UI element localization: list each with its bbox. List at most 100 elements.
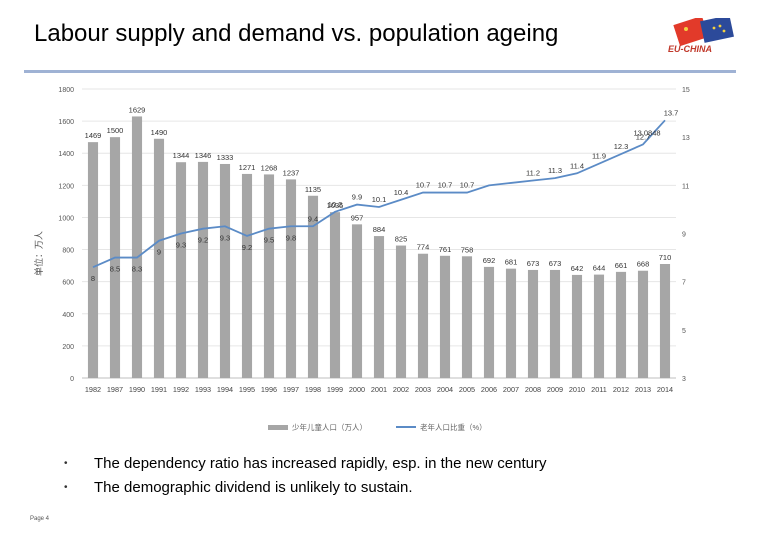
x-tick-label: 2003: [415, 385, 431, 394]
bar-data-label: 673: [549, 259, 562, 268]
legend-label-bars: 少年儿童人口（万人）: [292, 422, 367, 432]
line-data-label: 10.1: [372, 195, 387, 204]
bar-data-label: 681: [505, 258, 518, 267]
bullet-list: • The dependency ratio has increased rap…: [64, 451, 547, 499]
line-data-label: 9.2: [242, 243, 252, 252]
line-data-label: 8.5: [110, 265, 120, 274]
line-data-label: 9.9: [352, 193, 362, 202]
bar-data-label: 1490: [151, 128, 168, 137]
bar-data-label: 1469: [85, 131, 102, 140]
x-tick-label: 2004: [437, 385, 453, 394]
line-data-label: 9.8: [286, 233, 296, 242]
bar: [329, 212, 341, 378]
bar-data-label: 1268: [261, 163, 278, 172]
x-tick-label: 2000: [349, 385, 365, 394]
legend-swatch-bars: [268, 425, 288, 430]
bar: [659, 264, 671, 378]
bar: [637, 270, 649, 378]
line-data-label: 8.3: [132, 265, 142, 274]
bullet-item: • The dependency ratio has increased rap…: [64, 451, 547, 475]
bar-data-label: 710: [659, 253, 672, 262]
y-right-tick-label: 7: [682, 280, 686, 287]
y-left-tick-label: 1000: [58, 215, 74, 222]
bar: [241, 173, 253, 378]
y-right-tick-label: 11: [682, 183, 689, 190]
line-data-label: 9.3: [220, 233, 230, 242]
bar-data-label: 758: [461, 245, 474, 254]
x-tick-label: 2007: [503, 385, 519, 394]
bar: [87, 142, 99, 378]
eu-china-logo: [673, 18, 734, 47]
bar-data-label: 774: [417, 243, 430, 252]
line-data-label: 11.2: [526, 169, 540, 178]
bar: [263, 174, 275, 378]
bar-data-label: 642: [571, 264, 584, 273]
x-tick-label: 2010: [569, 385, 585, 394]
y-left-tick-label: 0: [70, 376, 74, 383]
title-divider: [24, 70, 736, 73]
x-tick-label: 2001: [371, 385, 387, 394]
bar: [417, 253, 429, 378]
bar: [175, 162, 187, 378]
bar-data-label: 1500: [107, 126, 124, 135]
x-tick-label: 1991: [151, 385, 167, 394]
bullet-item: • The demographic dividend is unlikely t…: [64, 475, 547, 499]
line-data-label: 11.4: [570, 161, 584, 170]
legend-label-line: 老年人口比重（%）: [420, 422, 487, 432]
x-tick-label: 2005: [459, 385, 475, 394]
line-data-label: 11.3: [548, 166, 562, 175]
y-left-tick-label: 600: [62, 280, 74, 287]
x-tick-label: 2006: [481, 385, 497, 394]
line-data-label: 9: [157, 248, 161, 257]
bar: [285, 179, 297, 378]
line-data-label: 10.7: [438, 181, 453, 190]
logo-text: EU-CHINA: [668, 44, 712, 54]
line-data-label: 9.2: [198, 236, 208, 245]
bar: [483, 266, 495, 378]
bar-data-label: 692: [483, 256, 496, 265]
y-left-tick-label: 200: [62, 344, 74, 351]
x-tick-label: 1998: [305, 385, 321, 394]
line-data-label: 9.4: [308, 214, 318, 223]
x-tick-label: 1990: [129, 385, 145, 394]
bar: [153, 138, 165, 378]
bar-data-label: 661: [615, 261, 628, 270]
line-data-label: 11.9: [592, 152, 606, 161]
bar: [593, 274, 605, 378]
bar-data-label: 673: [527, 259, 540, 268]
bar: [351, 224, 363, 378]
bar-data-label: 1135: [305, 185, 321, 194]
bar: [571, 274, 583, 378]
bar: [131, 116, 143, 378]
x-tick-label: 1995: [239, 385, 255, 394]
bar-data-label: 1333: [217, 153, 234, 162]
y-left-tick-label: 1800: [58, 87, 74, 94]
bar: [549, 269, 561, 378]
bar: [373, 236, 385, 378]
line-data-label: 10.2: [328, 200, 343, 209]
bullet-dot-icon: •: [64, 481, 68, 493]
x-tick-label: 1994: [217, 385, 233, 394]
line-data-label: 8: [91, 274, 95, 283]
bar-data-label: 761: [439, 245, 452, 254]
bar-data-label: 957: [351, 213, 364, 222]
y-left-tick-label: 800: [62, 248, 74, 255]
x-tick-label: 1987: [107, 385, 123, 394]
line-data-label: 10.7: [416, 181, 431, 190]
x-tick-label: 2012: [613, 385, 629, 394]
bar: [395, 245, 407, 378]
page-number: Page 4: [30, 516, 50, 522]
x-tick-label: 2013: [635, 385, 651, 394]
line-data-label: 12.7: [636, 132, 651, 141]
x-tick-label: 2014: [657, 385, 673, 394]
x-tick-label: 2002: [393, 385, 409, 394]
bar-data-label: 1629: [129, 105, 146, 114]
bar: [219, 163, 231, 378]
x-tick-label: 2011: [591, 385, 607, 394]
bar-data-label: 1346: [195, 151, 212, 160]
bar: [505, 268, 517, 378]
chart-annotation: 13.0848: [633, 128, 660, 137]
bar-data-label: 1237: [283, 168, 300, 177]
bar: [527, 269, 539, 378]
line-data-label: 10.4: [394, 188, 409, 197]
